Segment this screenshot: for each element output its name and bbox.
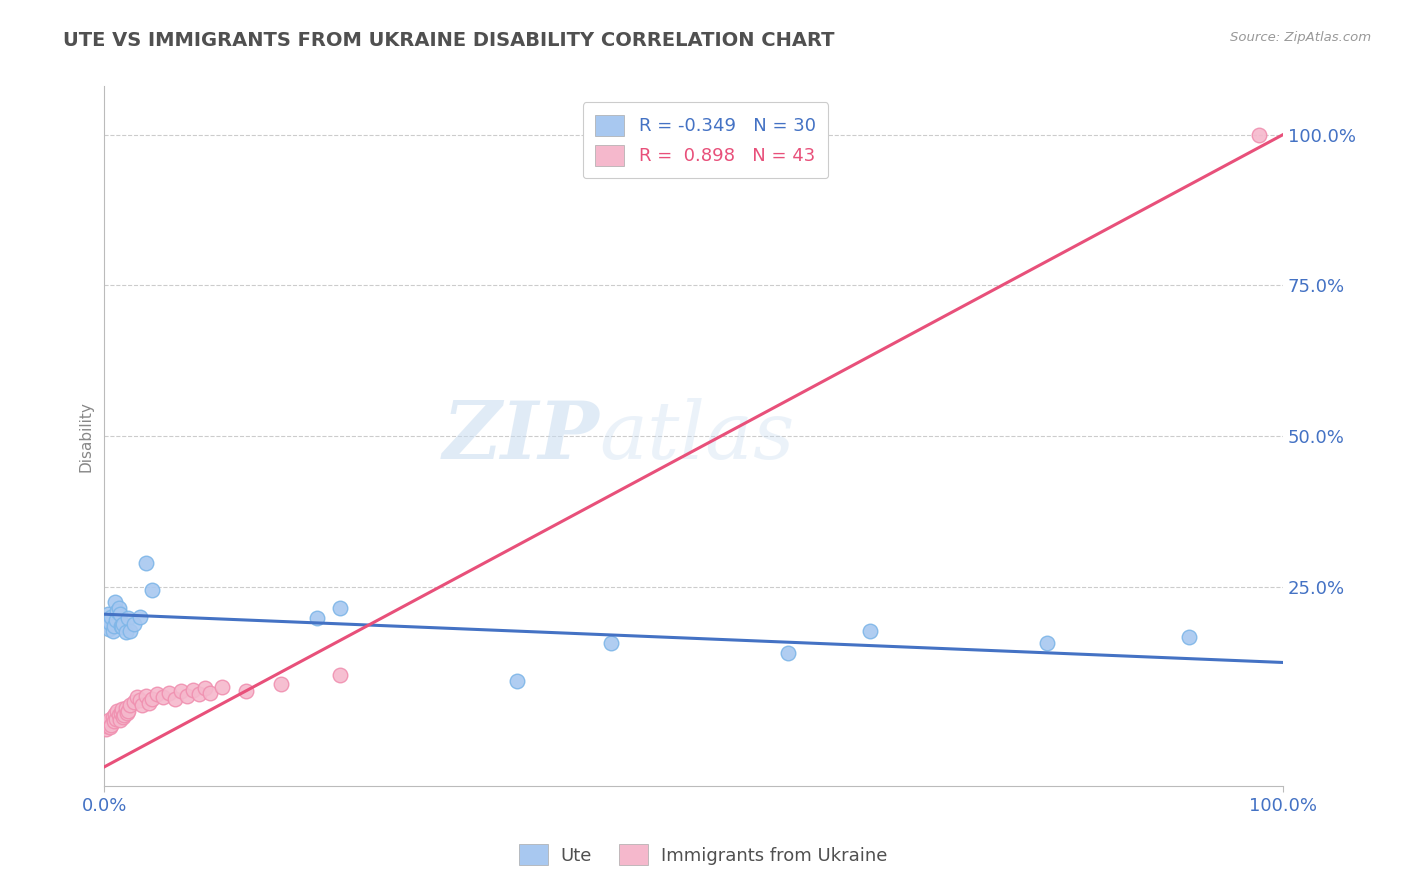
Point xyxy=(104,706,127,721)
Point xyxy=(111,702,134,716)
Point xyxy=(1036,635,1059,649)
Point xyxy=(120,698,142,712)
Point xyxy=(200,685,222,699)
Point xyxy=(112,617,135,632)
Point xyxy=(187,688,209,702)
Point xyxy=(211,680,233,694)
Point xyxy=(1177,630,1199,644)
Point xyxy=(1249,128,1271,142)
Point xyxy=(97,607,120,622)
Point xyxy=(100,610,122,624)
Point xyxy=(96,613,118,627)
Point xyxy=(305,611,328,625)
Point xyxy=(107,708,129,723)
Point xyxy=(329,601,352,615)
Point xyxy=(128,693,150,707)
Point xyxy=(108,713,131,727)
Legend: R = -0.349   N = 30, R =  0.898   N = 43: R = -0.349 N = 30, R = 0.898 N = 43 xyxy=(582,103,828,178)
Point xyxy=(141,583,163,598)
Point xyxy=(122,617,145,632)
Point xyxy=(96,719,118,733)
Point xyxy=(105,604,128,618)
Point xyxy=(107,601,129,615)
Point xyxy=(103,619,125,633)
Point xyxy=(115,706,138,720)
Point xyxy=(152,690,174,704)
Text: UTE VS IMMIGRANTS FROM UKRAINE DISABILITY CORRELATION CHART: UTE VS IMMIGRANTS FROM UKRAINE DISABILIT… xyxy=(63,31,835,50)
Point xyxy=(122,695,145,709)
Point xyxy=(101,624,124,638)
Point xyxy=(117,611,139,625)
Point xyxy=(170,683,193,698)
Point xyxy=(270,676,292,690)
Point xyxy=(110,619,132,633)
Point xyxy=(108,607,131,622)
Point xyxy=(235,683,257,698)
Point xyxy=(112,710,135,724)
Point xyxy=(112,708,135,723)
Point xyxy=(506,673,529,688)
Legend: Ute, Immigrants from Ukraine: Ute, Immigrants from Ukraine xyxy=(512,837,894,872)
Point xyxy=(157,685,180,699)
Point xyxy=(98,622,121,636)
Point xyxy=(94,722,117,736)
Point xyxy=(120,624,142,638)
Point xyxy=(105,704,128,718)
Point xyxy=(146,688,169,702)
Point xyxy=(600,635,623,649)
Point xyxy=(104,595,127,609)
Point xyxy=(776,647,799,661)
Point xyxy=(176,689,198,703)
Point xyxy=(135,689,157,703)
Point xyxy=(859,624,882,638)
Point xyxy=(181,682,204,697)
Point xyxy=(135,556,157,570)
Point xyxy=(98,616,121,631)
Point xyxy=(193,681,215,696)
Point xyxy=(127,690,149,704)
Point xyxy=(105,613,128,627)
Y-axis label: Disability: Disability xyxy=(79,401,93,472)
Point xyxy=(97,715,120,730)
Point xyxy=(114,625,136,640)
Point xyxy=(114,700,136,714)
Point xyxy=(110,706,132,720)
Text: ZIP: ZIP xyxy=(443,398,599,475)
Point xyxy=(165,691,187,706)
Point xyxy=(101,710,124,724)
Point xyxy=(105,712,128,726)
Point xyxy=(141,691,163,706)
Point xyxy=(329,667,352,681)
Point xyxy=(103,714,125,728)
Point xyxy=(98,720,121,734)
Point xyxy=(98,713,121,727)
Text: atlas: atlas xyxy=(599,398,794,475)
Point xyxy=(117,704,139,718)
Text: Source: ZipAtlas.com: Source: ZipAtlas.com xyxy=(1230,31,1371,45)
Point xyxy=(111,620,134,634)
Point xyxy=(128,610,150,624)
Point xyxy=(131,698,153,712)
Point xyxy=(138,696,160,710)
Point xyxy=(100,717,122,731)
